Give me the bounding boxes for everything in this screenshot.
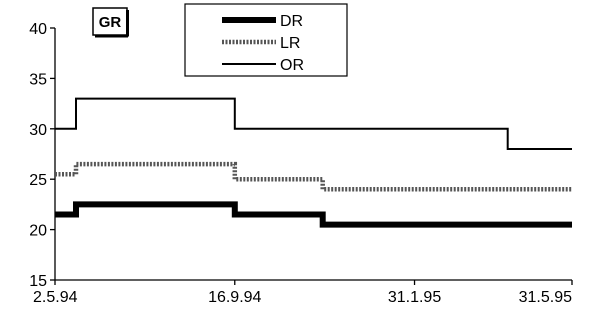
panel-label-box: GR [92, 7, 129, 38]
panel-label-frame [92, 7, 128, 36]
series-line-lr [55, 161, 572, 192]
legend-label-or: OR [280, 57, 304, 74]
y-tick-label: 25 [29, 172, 47, 189]
x-tick-label: 16.9.94 [208, 289, 261, 306]
y-tick-label: 40 [29, 21, 47, 38]
y-axis: 15 20 25 30 35 40 [29, 21, 56, 290]
legend: DR LR OR [184, 3, 348, 77]
y-tick-label: 35 [29, 71, 47, 88]
series-lines [55, 97, 572, 228]
series-line-or [55, 97, 572, 150]
y-tick-label: 15 [29, 273, 47, 290]
x-axis: 2.5.94 16.9.94 31.1.95 31.5.95 [33, 279, 573, 306]
y-tick-label: 20 [29, 223, 47, 240]
x-tick-label: 31.5.95 [519, 289, 572, 306]
x-tick-label: 31.1.95 [388, 289, 441, 306]
legend-label-lr: LR [280, 35, 300, 52]
series-line-dr [55, 201, 572, 228]
legend-label-dr: DR [280, 13, 303, 30]
y-tick-label: 30 [29, 122, 47, 139]
panel-label: GR [99, 14, 122, 31]
x-tick-label: 2.5.94 [33, 289, 78, 306]
